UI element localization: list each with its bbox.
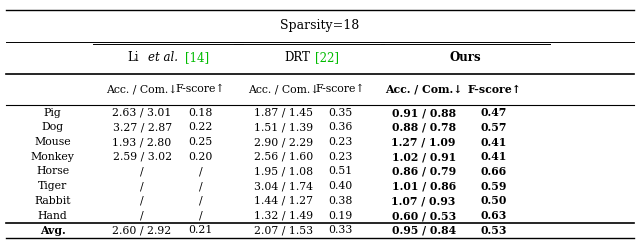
Text: 0.40: 0.40 — [328, 181, 353, 191]
Text: 0.25: 0.25 — [188, 137, 212, 147]
Text: 2.63 / 3.01: 2.63 / 3.01 — [113, 108, 172, 118]
Text: /: / — [198, 167, 202, 176]
Text: Acc. / Com.↓: Acc. / Com.↓ — [106, 85, 178, 94]
Text: 2.90 / 2.29: 2.90 / 2.29 — [254, 137, 313, 147]
Text: /: / — [198, 196, 202, 206]
Text: 0.51: 0.51 — [328, 167, 353, 176]
Text: Avg.: Avg. — [40, 225, 65, 236]
Text: 0.41: 0.41 — [481, 137, 508, 147]
Text: 1.07 / 0.93: 1.07 / 0.93 — [392, 196, 456, 206]
Text: Pig: Pig — [44, 108, 61, 118]
Text: Sparsity=18: Sparsity=18 — [280, 19, 360, 32]
Text: 3.27 / 2.87: 3.27 / 2.87 — [113, 122, 172, 132]
Text: 1.44 / 1.27: 1.44 / 1.27 — [254, 196, 313, 206]
Text: /: / — [140, 196, 144, 206]
Text: 0.23: 0.23 — [328, 152, 353, 162]
Text: 0.36: 0.36 — [328, 122, 353, 132]
Text: 1.95 / 1.08: 1.95 / 1.08 — [254, 167, 313, 176]
Text: 0.95 / 0.84: 0.95 / 0.84 — [392, 225, 456, 236]
Text: 0.35: 0.35 — [328, 108, 353, 118]
Text: 0.59: 0.59 — [481, 181, 508, 192]
Text: 0.19: 0.19 — [328, 211, 353, 220]
Text: Dog: Dog — [42, 122, 63, 132]
Text: 0.86 / 0.79: 0.86 / 0.79 — [392, 166, 456, 177]
Text: 2.07 / 1.53: 2.07 / 1.53 — [254, 225, 313, 235]
Text: Acc. / Com.↓: Acc. / Com.↓ — [248, 85, 319, 94]
Text: 1.32 / 1.49: 1.32 / 1.49 — [254, 211, 313, 220]
Text: DRT: DRT — [284, 51, 310, 64]
Text: Acc. / Com.↓: Acc. / Com.↓ — [385, 84, 462, 95]
Text: 0.66: 0.66 — [481, 166, 508, 177]
Text: Horse: Horse — [36, 167, 69, 176]
Text: 0.47: 0.47 — [481, 107, 508, 118]
Text: Mouse: Mouse — [34, 137, 71, 147]
Text: 1.51 / 1.39: 1.51 / 1.39 — [254, 122, 313, 132]
Text: 0.60 / 0.53: 0.60 / 0.53 — [392, 210, 456, 221]
Text: Rabbit: Rabbit — [34, 196, 71, 206]
Text: F-score↑: F-score↑ — [175, 85, 225, 94]
Text: /: / — [198, 211, 202, 220]
Text: /: / — [140, 167, 144, 176]
Text: et al.: et al. — [148, 51, 178, 64]
Text: Li: Li — [127, 51, 138, 64]
Text: 1.93 / 2.80: 1.93 / 2.80 — [113, 137, 172, 147]
Text: 1.87 / 1.45: 1.87 / 1.45 — [254, 108, 313, 118]
Text: 0.53: 0.53 — [481, 225, 508, 236]
Text: 0.50: 0.50 — [481, 196, 508, 206]
Text: 0.20: 0.20 — [188, 152, 212, 162]
Text: 0.21: 0.21 — [188, 225, 212, 235]
Text: 0.63: 0.63 — [481, 210, 508, 221]
Text: 2.56 / 1.60: 2.56 / 1.60 — [254, 152, 313, 162]
Text: Hand: Hand — [38, 211, 67, 220]
Text: 0.57: 0.57 — [481, 122, 508, 133]
Text: F-score↑: F-score↑ — [467, 84, 521, 95]
Text: 0.22: 0.22 — [188, 122, 212, 132]
Text: 0.23: 0.23 — [328, 137, 353, 147]
Text: 0.33: 0.33 — [328, 225, 353, 235]
Text: 1.01 / 0.86: 1.01 / 0.86 — [392, 181, 456, 192]
Text: 0.41: 0.41 — [481, 151, 508, 162]
Text: Tiger: Tiger — [38, 181, 67, 191]
Text: [14]: [14] — [185, 51, 209, 64]
Text: 1.02 / 0.91: 1.02 / 0.91 — [392, 151, 456, 162]
Text: /: / — [140, 181, 144, 191]
Text: 0.18: 0.18 — [188, 108, 212, 118]
Text: /: / — [140, 211, 144, 220]
Text: Monkey: Monkey — [31, 152, 74, 162]
Text: [22]: [22] — [315, 51, 339, 64]
Text: 0.88 / 0.78: 0.88 / 0.78 — [392, 122, 456, 133]
Text: Ours: Ours — [450, 51, 481, 64]
Text: /: / — [198, 181, 202, 191]
Text: 1.27 / 1.09: 1.27 / 1.09 — [392, 137, 456, 147]
Text: 2.60 / 2.92: 2.60 / 2.92 — [113, 225, 172, 235]
Text: 0.38: 0.38 — [328, 196, 353, 206]
Text: 3.04 / 1.74: 3.04 / 1.74 — [254, 181, 313, 191]
Text: 2.59 / 3.02: 2.59 / 3.02 — [113, 152, 172, 162]
Text: F-score↑: F-score↑ — [316, 85, 365, 94]
Text: 0.91 / 0.88: 0.91 / 0.88 — [392, 107, 456, 118]
